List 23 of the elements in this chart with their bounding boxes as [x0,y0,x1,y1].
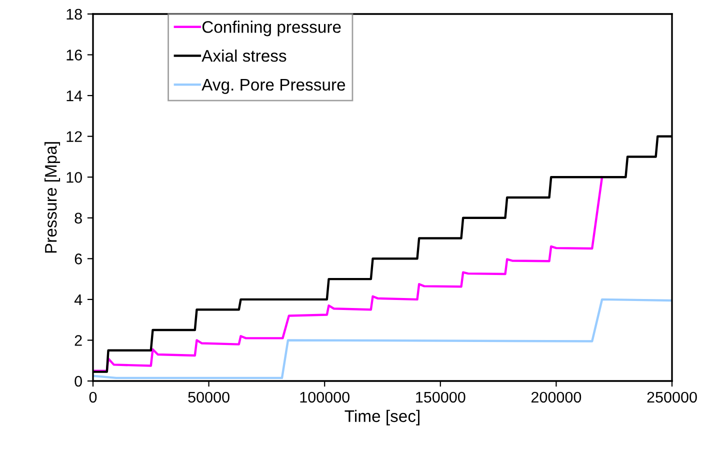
y-tick-label: 2 [74,335,82,346]
x-tick-label: 200000 [531,392,582,403]
y-tick-label: 0 [74,376,82,387]
x-tick-label: 150000 [416,392,466,403]
y-tick-label: 8 [74,212,82,224]
y-tick-label: 4 [74,294,82,305]
y-tick-label: 18 [66,8,82,20]
legend-label: Axial stress [202,50,286,62]
line-series [93,298,672,380]
x-tick-label: 250000 [647,392,697,403]
y-tick-label: 6 [74,254,82,264]
line-series [93,176,604,372]
y-axis-title: Pressure [Mpa] [44,142,60,253]
legend-label: Confining pressure [202,20,341,36]
y-tick-label: 12 [66,131,82,142]
x-tick-label: 0 [89,392,97,403]
x-axis-title: Time [sec] [344,410,420,426]
legend-label: Avg. Pore Pressure [202,79,346,94]
y-tick-label: 14 [66,90,82,102]
y-tick-label: 10 [66,172,82,183]
x-tick-label: 50000 [188,392,230,403]
y-tick-label: 16 [66,50,82,60]
x-tick-label: 100000 [300,392,350,403]
